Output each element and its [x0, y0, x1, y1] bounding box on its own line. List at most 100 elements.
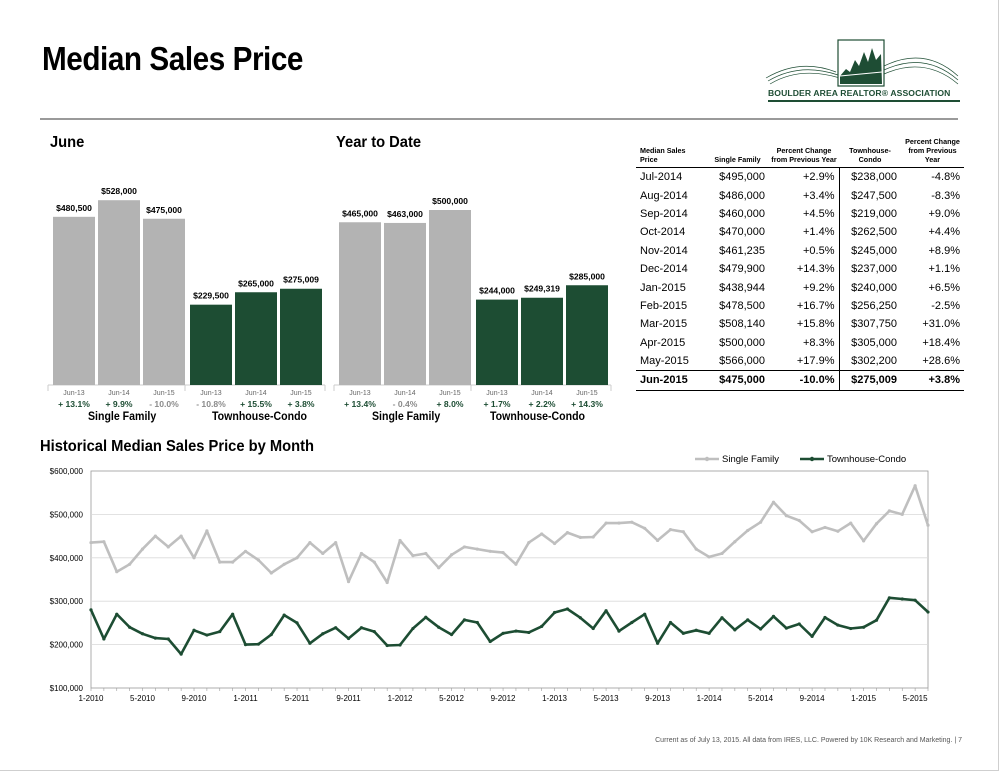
- townhouse-point: [784, 626, 788, 630]
- cell-single-family-price: $508,140: [719, 318, 765, 331]
- single-family-point: [243, 549, 248, 553]
- cell-month: Jun-2015: [636, 370, 706, 391]
- june-chart-title: June: [50, 134, 85, 151]
- cell-townhouse-price: $262,500: [838, 223, 901, 242]
- table-header-month: Median Sales Price: [636, 128, 706, 168]
- ytd-chart-title: Year to Date: [336, 134, 422, 151]
- townhouse-point: [849, 626, 853, 631]
- single-family-point: [89, 541, 93, 545]
- cell-month: Jan-2015: [640, 281, 686, 294]
- townhouse-point: [218, 629, 222, 634]
- townhouse-point: [140, 632, 145, 636]
- single-family-point: [192, 556, 196, 560]
- single-family-point: [643, 526, 647, 530]
- line-plot-frame: [90, 470, 929, 689]
- single-family-point: [759, 520, 763, 524]
- ytd-change-label: + 13.4%: [344, 399, 376, 409]
- june-category-label: Jun-15: [153, 390, 175, 397]
- cell-townhouse-change: +3.8%: [901, 370, 964, 391]
- townhouse-point: [862, 625, 866, 629]
- june-category-label: Jun-14: [108, 390, 130, 397]
- single-family-point: [166, 545, 170, 549]
- single-family-point: [746, 528, 750, 533]
- cell-townhouse-price: $247,500: [838, 186, 901, 205]
- single-family-point: [552, 541, 557, 546]
- historical-line-chart: $600,000 $500,000 $400,000 $300,000 $200,000…: [50, 454, 930, 703]
- cell-month: Feb-2015: [640, 299, 688, 312]
- single-family-point: [488, 549, 492, 553]
- townhouse-series-line: [89, 596, 929, 656]
- cell-single-family-change: +17.9%: [796, 355, 835, 368]
- footer-note: Current as of July 13, 2015. All data fr…: [655, 737, 962, 744]
- townhouse-point: [771, 614, 776, 618]
- cell-single-family-price: $479,900: [719, 263, 765, 276]
- single-family-point: [398, 538, 402, 543]
- ytd-value-label: $500,000: [432, 196, 468, 206]
- cell-single-family-price: $475,000: [706, 370, 769, 391]
- townhouse-point: [810, 634, 814, 638]
- cell-single-family-change: +16.7%: [796, 299, 835, 312]
- single-family-point: [308, 541, 312, 545]
- single-family-point: [887, 509, 891, 513]
- logo-text: BOULDER AREA REALTOR® ASSOCIATION: [768, 88, 951, 98]
- x-tick-label: 5-2015: [903, 694, 928, 703]
- june-change-label: + 15.5%: [240, 399, 272, 409]
- cell-month: Aug-2014: [640, 189, 688, 202]
- cell-single-family-change: +4.5%: [803, 207, 835, 220]
- single-family-point: [475, 547, 479, 551]
- y-tick-label: $300,000: [50, 597, 84, 606]
- single-family-point: [578, 535, 582, 540]
- townhouse-point: [321, 632, 325, 636]
- single-family-point: [437, 566, 441, 570]
- townhouse-point: [437, 625, 441, 629]
- cell-single-family-change: -10.0%: [769, 370, 839, 391]
- townhouse-point: [643, 612, 647, 616]
- june-bar: [190, 304, 232, 385]
- townhouse-point: [488, 639, 492, 644]
- table-row: May-2015 $566,000 +17.9% $302,200 +28.6%: [636, 351, 964, 371]
- cell-month: Dec-2014: [640, 263, 688, 276]
- townhouse-point: [295, 621, 299, 625]
- june-group-label-single-family: Single Family: [88, 411, 157, 423]
- table-row: Feb-2015 $478,500 +16.7% $256,250 -2.5%: [636, 296, 964, 316]
- single-family-point: [540, 532, 544, 536]
- cell-townhouse-change: +28.6%: [922, 355, 960, 368]
- townhouse-point: [514, 629, 518, 633]
- ytd-group-label-single-family: Single Family: [372, 411, 441, 423]
- single-family-point: [565, 531, 570, 535]
- cell-townhouse-change: +18.4%: [922, 336, 960, 349]
- cell-townhouse-change: +6.5%: [928, 281, 961, 294]
- june-category-label: Jun-13: [200, 390, 222, 397]
- townhouse-point: [720, 616, 724, 620]
- single-family-point: [617, 521, 621, 525]
- june-category-label: Jun-13: [63, 390, 85, 397]
- townhouse-point: [256, 642, 260, 646]
- townhouse-point: [540, 624, 544, 628]
- single-family-point: [810, 530, 814, 534]
- single-family-point: [630, 520, 634, 524]
- single-family-point: [153, 534, 157, 538]
- single-family-point: [462, 545, 467, 549]
- cell-month: Mar-2015: [640, 318, 688, 331]
- single-family-point: [295, 556, 299, 560]
- x-tick-label: 1-2013: [542, 694, 567, 703]
- y-tick-label: $100,000: [50, 684, 84, 693]
- june-change-label: + 3.8%: [288, 399, 315, 409]
- table-row: Oct-2014 $470,000 +1.4% $262,500 +4.4%: [636, 223, 964, 242]
- june-bar: [98, 200, 140, 385]
- townhouse-point: [604, 609, 608, 613]
- cell-townhouse-price: $245,000: [838, 241, 901, 260]
- single-family-point: [514, 562, 518, 566]
- table-row: Apr-2015 $500,000 +8.3% $305,000 +18.4%: [636, 333, 964, 352]
- single-family-point: [733, 540, 737, 544]
- single-family-point: [913, 484, 917, 488]
- single-family-series-line: [90, 484, 930, 584]
- ytd-category-label: Jun-14: [394, 390, 416, 397]
- x-tick-label: 1-2015: [851, 694, 876, 703]
- townhouse-point: [192, 628, 196, 632]
- townhouse-point: [578, 616, 582, 620]
- june-bar: [235, 292, 277, 385]
- single-family-point: [449, 553, 454, 557]
- ytd-value-label: $465,000: [342, 208, 378, 218]
- june-value-label: $229,500: [193, 291, 229, 301]
